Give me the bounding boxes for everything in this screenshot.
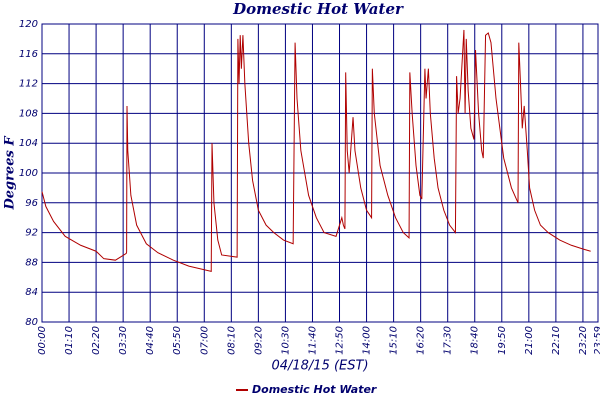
x-tick-label: 01:10: [64, 326, 75, 355]
y-tick-label: 88: [25, 257, 38, 268]
x-tick-label: 21:00: [524, 326, 535, 355]
x-tick-label: 18:40: [470, 326, 481, 355]
data-line: [41, 29, 591, 272]
y-tick-label: 100: [19, 168, 38, 179]
x-tick-label: 05:50: [172, 326, 183, 355]
x-tick-label: 09:20: [253, 326, 264, 355]
x-tick-label: 11:40: [307, 326, 318, 355]
x-axis-label: 04/18/15 (EST): [271, 359, 368, 374]
x-tick-label: 23:20: [578, 326, 589, 355]
chart-title: Domestic Hot Water: [232, 0, 404, 18]
x-tick-label: 22:10: [551, 326, 562, 355]
y-tick-label: 116: [19, 49, 38, 60]
x-tick-label: 04:40: [145, 326, 156, 355]
y-tick-label: 92: [25, 228, 38, 239]
x-tick-label: 07:00: [199, 326, 210, 355]
y-tick-label: 108: [19, 108, 38, 119]
x-tick-label: 12:50: [335, 326, 346, 355]
x-tick-label: 08:10: [226, 326, 237, 355]
x-tick-label: 10:30: [280, 326, 291, 355]
x-tick-label: 23:59: [593, 326, 600, 355]
x-tick-label: 15:10: [389, 326, 400, 355]
x-tick-label: 02:20: [91, 326, 102, 355]
y-tick-label: 96: [25, 198, 38, 209]
y-tick-label: 104: [19, 138, 38, 149]
x-tick-label: 16:20: [416, 326, 427, 355]
x-tick-label: 03:30: [118, 326, 129, 355]
y-tick-label: 112: [19, 79, 38, 90]
x-tick-label: 14:00: [362, 326, 373, 355]
x-tick-label: 17:30: [443, 326, 454, 355]
x-tick-label: 19:50: [497, 326, 508, 355]
x-tick-label: 00:00: [37, 326, 48, 355]
y-axis-label: Degrees F: [3, 136, 18, 211]
y-tick-label: 80: [25, 317, 38, 328]
legend-label: Domestic Hot Water: [252, 383, 377, 396]
y-tick-label: 120: [19, 19, 38, 30]
y-tick-label: 84: [25, 287, 38, 298]
